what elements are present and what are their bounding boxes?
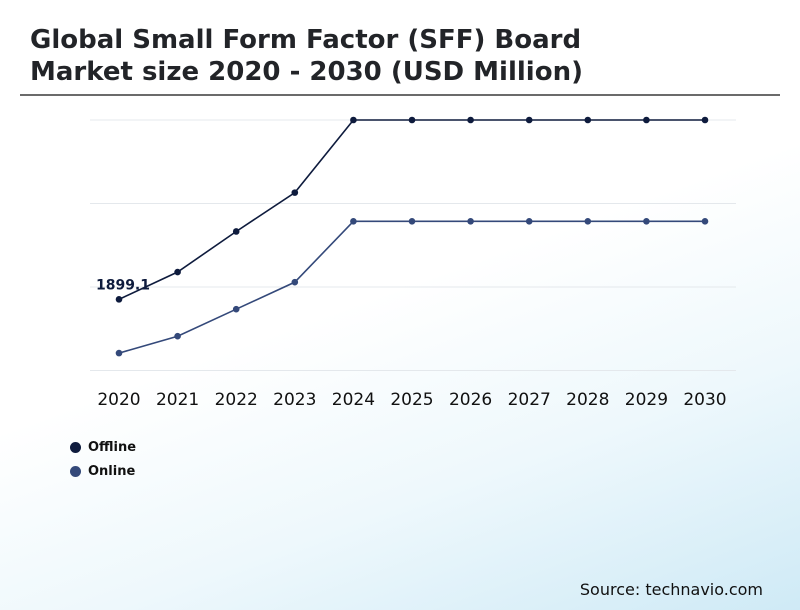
data-point-offline-2029: [643, 116, 650, 124]
series-line-offline: [118, 119, 705, 301]
chart-title-line-1: Global Small Form Factor (SFF) Board: [30, 25, 582, 55]
data-point-offline-2028: [584, 116, 592, 124]
x-tick-label-2030: 2030: [683, 390, 726, 410]
data-point-online-2020: [115, 349, 123, 357]
data-point-online-2029: [643, 218, 650, 225]
data-point-online-2021: [174, 332, 181, 340]
x-tick-label-2026: 2026: [449, 390, 492, 410]
x-tick-label-2024: 2024: [332, 390, 375, 410]
data-point-online-2024: [350, 218, 357, 225]
legend-item-online: Online: [70, 459, 136, 483]
x-tick-label-2028: 2028: [566, 390, 609, 410]
data-point-offline-2030: [701, 116, 709, 124]
data-label-offline-2020: 1899.1: [96, 277, 150, 293]
x-tick-label-2027: 2027: [508, 390, 551, 410]
data-point-offline-2022: [232, 228, 240, 235]
data-point-offline-2024: [350, 116, 357, 124]
data-point-offline-2020: [115, 296, 123, 303]
data-point-online-2022: [232, 305, 240, 313]
title-divider: [20, 94, 780, 96]
legend-item-offline: Offline: [70, 435, 136, 459]
data-point-offline-2023: [291, 189, 299, 196]
legend-marker-online: [70, 465, 81, 477]
data-point-online-2025: [408, 218, 416, 225]
x-tick-label-2021: 2021: [156, 390, 199, 410]
legend-marker-offline: [70, 441, 81, 453]
x-tick-label-2025: 2025: [390, 390, 433, 410]
legend-label-offline: Offline: [88, 439, 137, 455]
data-point-online-2030: [701, 218, 709, 225]
legend-label-online: Online: [88, 463, 136, 479]
chart-title-line-2: Market size 2020 - 2030 (USD Million): [30, 57, 583, 87]
chart-title: Global Small Form Factor (SFF) Board Mar…: [30, 24, 583, 88]
source-note: Source: technavio.com: [579, 580, 763, 599]
data-point-offline-2026: [467, 116, 474, 124]
x-tick-label-2029: 2029: [625, 390, 668, 410]
data-point-offline-2027: [525, 116, 533, 124]
data-point-offline-2025: [408, 116, 416, 124]
data-point-online-2023: [291, 278, 299, 286]
x-tick-label-2020: 2020: [97, 390, 140, 410]
x-tick-label-2023: 2023: [273, 390, 316, 410]
chart-legend: Offline Online: [70, 435, 136, 483]
data-point-online-2027: [525, 218, 533, 225]
data-point-offline-2021: [174, 268, 181, 276]
x-tick-label-2022: 2022: [215, 390, 258, 410]
data-point-online-2028: [584, 218, 592, 225]
data-point-online-2026: [467, 218, 474, 225]
